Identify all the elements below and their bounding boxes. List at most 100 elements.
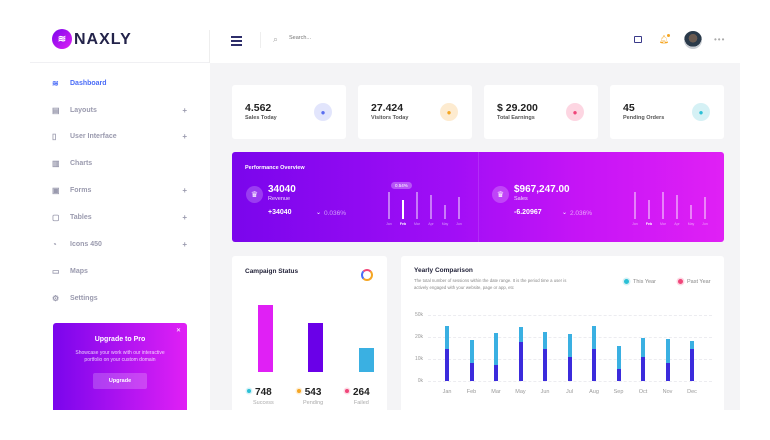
campaign-bar[interactable] — [359, 348, 374, 372]
bar-segment-bottom[interactable] — [690, 349, 694, 381]
bar-segment-bottom[interactable] — [641, 357, 645, 381]
bar-segment-top[interactable] — [641, 338, 645, 358]
bar-segment-bottom[interactable] — [494, 365, 498, 381]
divider — [260, 32, 261, 48]
notification-dot — [667, 34, 670, 37]
search-input[interactable] — [289, 35, 439, 41]
divider — [209, 30, 210, 63]
expand-icon[interactable]: + — [182, 212, 187, 222]
bar-segment-top[interactable] — [690, 340, 694, 350]
mini-bar[interactable] — [704, 196, 706, 219]
sidebar-item-label: Dashboard — [70, 79, 107, 87]
upgrade-card: ✕ Upgrade to Pro Showcase your work with… — [53, 323, 187, 410]
campaign-value: 264 — [353, 387, 370, 398]
sidebar-item-settings[interactable]: ⚙ Settings — [50, 289, 190, 307]
divider — [30, 62, 210, 63]
month-label: May — [441, 222, 449, 226]
bar-segment-top[interactable] — [665, 339, 670, 363]
stat-value: 27.424 — [371, 102, 404, 114]
mini-bar[interactable] — [648, 200, 650, 219]
sidebar-item-tables[interactable]: ▢ Tables + — [50, 208, 190, 226]
bar-segment-bottom[interactable] — [469, 362, 474, 381]
campaign-bar[interactable] — [258, 305, 273, 372]
more-icon[interactable]: ••• — [714, 35, 726, 44]
bar-segment-top[interactable] — [616, 346, 621, 370]
trophy-icon: ♛ — [246, 186, 263, 203]
bar-segment-bottom[interactable] — [445, 349, 449, 381]
y-tick-label: 20k — [414, 334, 423, 340]
bar-segment-top[interactable] — [567, 333, 572, 357]
mini-bar[interactable] — [634, 191, 636, 219]
gridline — [428, 381, 712, 382]
campaign-label: Failed — [353, 400, 369, 406]
logo-icon[interactable]: ≋ — [52, 29, 72, 49]
month-label: May — [687, 222, 695, 226]
campaign-title: Campaign Status — [245, 268, 299, 275]
sidebar-item-layouts[interactable]: ▤ Layouts + — [50, 101, 190, 119]
mini-bar[interactable] — [416, 191, 418, 219]
upgrade-button[interactable]: Upgrade — [93, 373, 147, 389]
month-label: Apr — [428, 222, 434, 226]
bar-segment-top[interactable] — [445, 326, 449, 350]
legend-this-year[interactable]: This Year — [624, 279, 656, 285]
expand-icon[interactable]: + — [182, 185, 187, 195]
chat-icon[interactable] — [634, 36, 642, 43]
bar-segment-bottom[interactable] — [543, 349, 547, 381]
menu-icon[interactable] — [231, 36, 242, 46]
sidebar-item-label: Maps — [70, 267, 88, 275]
x-tick-label: Aug — [589, 389, 599, 395]
sidebar-item-charts[interactable]: ▥ Charts — [50, 154, 190, 172]
month-label: Jun — [456, 222, 462, 226]
mini-bar[interactable] — [402, 200, 404, 219]
legend-dot — [624, 279, 629, 285]
mini-bar[interactable] — [430, 195, 432, 219]
mini-bar[interactable] — [388, 191, 390, 219]
sidebar-item-forms[interactable]: ▣ Forms + — [50, 181, 190, 199]
month-label: Mar — [659, 222, 667, 226]
campaign-label: Pending — [303, 400, 324, 406]
perf-label: Revenue — [268, 196, 291, 202]
legend-past-year[interactable]: Past Year — [678, 279, 711, 285]
sidebar-item-icons[interactable]: ◔ Icons 450 + — [50, 235, 190, 253]
mini-bar[interactable] — [690, 205, 692, 219]
sidebar-item-user-interface[interactable]: ▯ User Interface + — [50, 127, 190, 145]
megaphone-icon: ● — [692, 103, 710, 121]
expand-icon[interactable]: + — [182, 239, 187, 249]
stat-card: 27.424 Visitors Today ● — [358, 85, 472, 139]
x-tick-label: Sep — [613, 389, 624, 395]
sidebar-item-maps[interactable]: ▭ Maps — [50, 262, 190, 280]
chart-title: Yearly Comparison — [414, 267, 473, 274]
stat-card: $ 29.200 Total Earnings ● — [484, 85, 598, 139]
bar-segment-top[interactable] — [494, 333, 498, 366]
bar-segment-bottom[interactable] — [665, 362, 670, 381]
campaign-bar[interactable] — [308, 323, 323, 372]
perf-percent: 2.036% — [570, 210, 593, 217]
x-tick-label: Jul — [565, 389, 574, 395]
bar-segment-bottom[interactable] — [592, 349, 596, 381]
expand-icon[interactable]: + — [182, 131, 187, 141]
bar-segment-top[interactable] — [592, 326, 596, 350]
bar-segment-top[interactable] — [518, 327, 523, 343]
layout-icon: ▤ — [52, 105, 60, 115]
bell-icon[interactable]: 🔔︎ — [659, 35, 670, 44]
close-icon[interactable]: ✕ — [175, 328, 181, 334]
mini-bar[interactable] — [444, 205, 446, 219]
expand-icon[interactable]: + — [182, 105, 187, 115]
legend-label: This Year — [633, 279, 656, 285]
mini-bar[interactable] — [458, 196, 460, 219]
mini-bar[interactable] — [662, 191, 664, 219]
sidebar-item-label: User Interface — [70, 132, 117, 140]
bar-segment-bottom[interactable] — [616, 369, 621, 381]
bar-segment-bottom[interactable] — [518, 342, 523, 381]
x-tick-label: Nov — [662, 389, 673, 395]
avatar[interactable] — [684, 31, 702, 49]
mini-bar[interactable] — [676, 195, 678, 219]
bar-segment-bottom[interactable] — [567, 356, 572, 381]
stat-label: Total Earnings — [497, 115, 535, 121]
bar-segment-top[interactable] — [543, 331, 547, 350]
sidebar-item-dashboard[interactable]: ≋ Dashboard — [50, 74, 190, 92]
bar-segment-top[interactable] — [469, 339, 474, 363]
upgrade-title: Upgrade to Pro — [94, 336, 146, 343]
campaign-stat: 264 Failed — [345, 382, 370, 406]
campaign-stat: 748 Success — [245, 382, 274, 406]
